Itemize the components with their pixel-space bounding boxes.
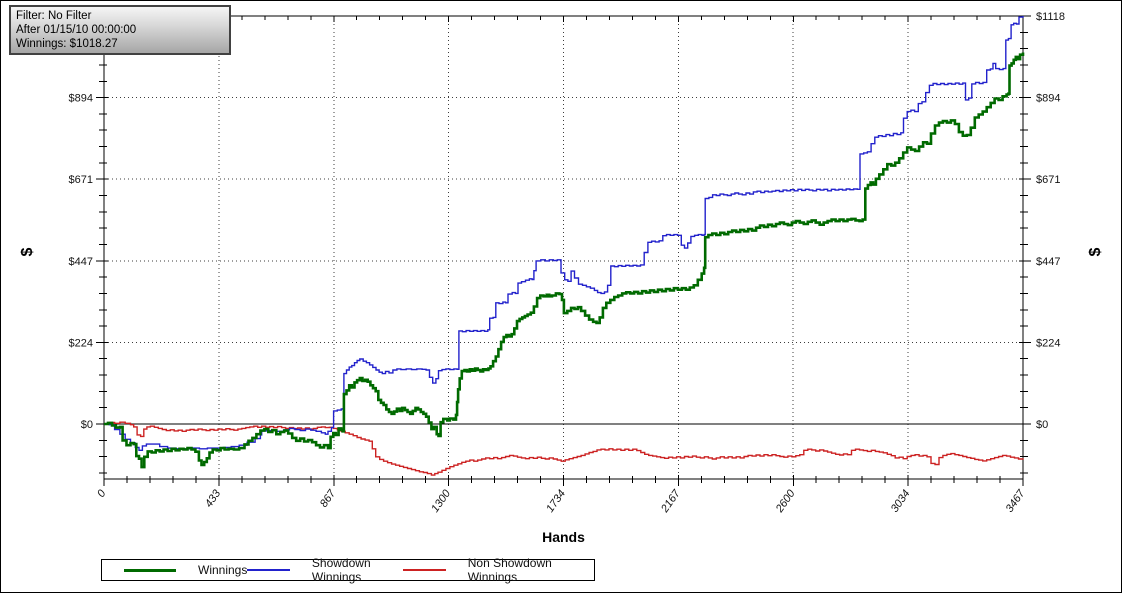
legend-label-winnings: Winnings — [198, 563, 248, 577]
filter-info-box: Filter: No Filter After 01/15/10 00:00:0… — [9, 5, 231, 55]
svg-text:2167: 2167 — [658, 487, 683, 515]
non-showdown-winnings-line-swatch-icon — [403, 569, 446, 571]
svg-text:1734: 1734 — [544, 488, 568, 515]
filter-info-line-winnings: Winnings: $1018.27 — [16, 38, 118, 50]
filter-info-line-after: After 01/15/10 00:00:00 — [16, 24, 137, 36]
svg-text:0: 0 — [95, 487, 109, 500]
svg-text:3467: 3467 — [1004, 487, 1028, 515]
x-axis-title: Hands — [542, 529, 585, 545]
chart-legend: Winnings Showdown Winnings Non Showdown … — [101, 556, 595, 584]
svg-text:3034: 3034 — [889, 488, 913, 515]
legend-item-winnings: Winnings — [124, 563, 247, 577]
y-axis-title-left: $ — [19, 247, 36, 257]
svg-text:433: 433 — [203, 487, 224, 510]
svg-text:$1118: $1118 — [1036, 11, 1065, 23]
svg-text:$671: $671 — [1036, 174, 1060, 186]
y-axis-title-right: $ — [1087, 247, 1104, 257]
svg-text:$447: $447 — [69, 256, 93, 268]
svg-text:867: 867 — [318, 487, 339, 510]
legend-item-non-showdown-winnings: Non Showdown Winnings — [403, 556, 580, 584]
svg-text:$671: $671 — [69, 174, 93, 186]
svg-text:$894: $894 — [1036, 93, 1060, 105]
svg-text:1300: 1300 — [429, 487, 453, 515]
legend-item-showdown-winnings: Showdown Winnings — [247, 556, 403, 584]
svg-text:2600: 2600 — [773, 487, 798, 515]
svg-text:$224: $224 — [1036, 337, 1060, 349]
showdown-winnings-line-swatch-icon — [247, 569, 290, 571]
svg-text:$224: $224 — [69, 337, 93, 349]
winnings-line-swatch-icon — [124, 568, 176, 572]
svg-text:$0: $0 — [1036, 419, 1048, 431]
legend-label-showdown-winnings: Showdown Winnings — [311, 556, 371, 584]
svg-text:$447: $447 — [1036, 256, 1060, 268]
filter-info-line-filter: Filter: No Filter — [16, 10, 92, 22]
legend-label-non-showdown-winnings: Non Showdown Winnings — [467, 556, 552, 584]
svg-text:$894: $894 — [69, 93, 93, 105]
svg-text:$0: $0 — [81, 419, 93, 431]
